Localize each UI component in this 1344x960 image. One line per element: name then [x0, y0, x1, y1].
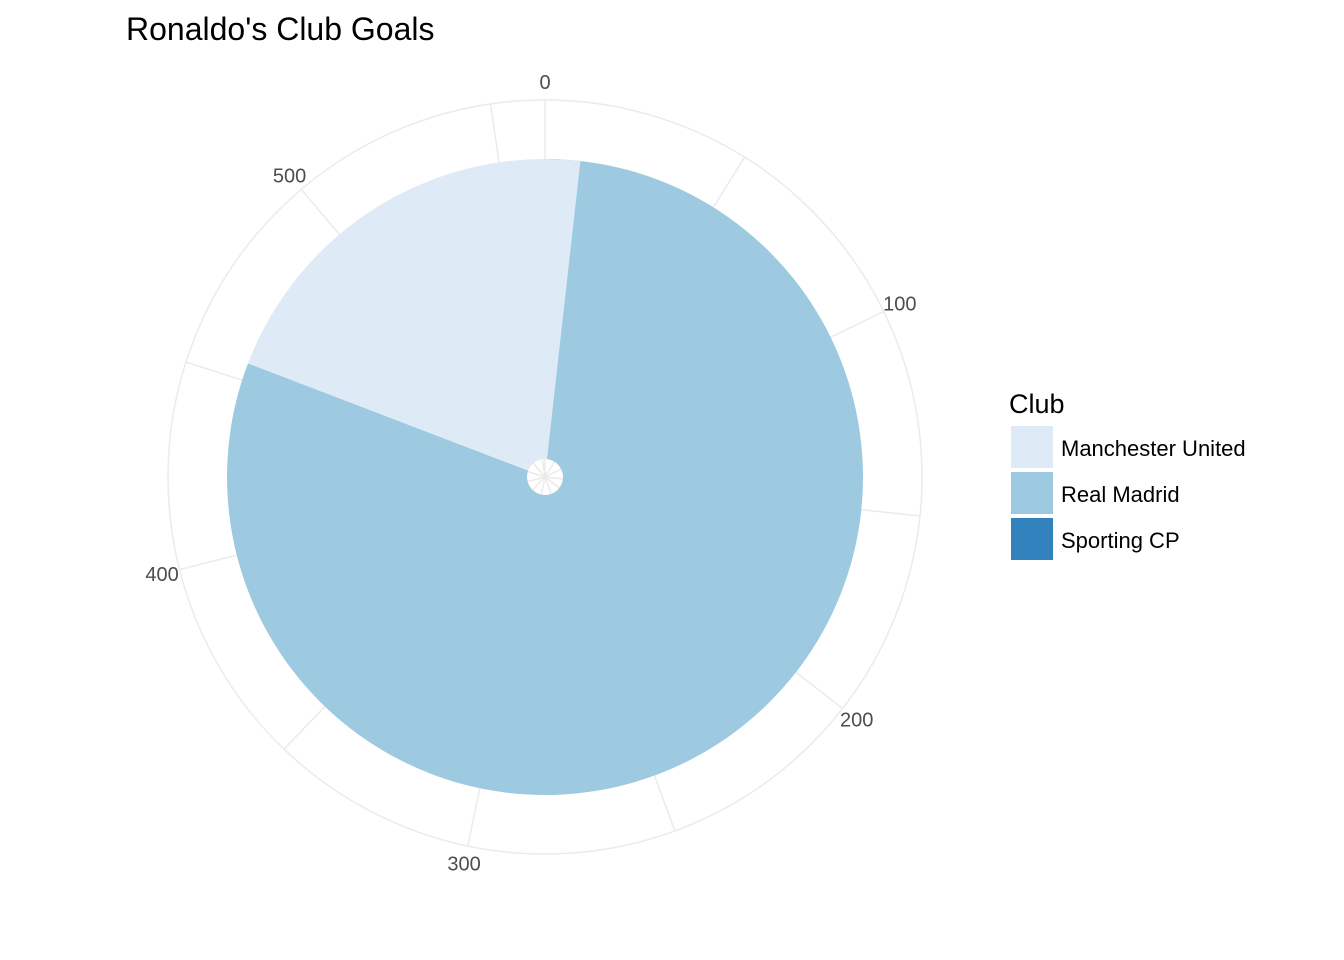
tick-label: 200 [840, 710, 873, 732]
legend-label: Sporting CP [1061, 528, 1180, 553]
tick-label: 0 [539, 72, 550, 94]
legend: Club Manchester United Real Madrid Sportin… [1009, 389, 1246, 560]
slice-real-madrid [227, 159, 863, 796]
tick-label: 300 [447, 854, 480, 876]
tick-label: 400 [145, 564, 178, 586]
tick-label: 100 [883, 293, 916, 315]
tick-label: 500 [273, 166, 306, 188]
legend-key-manchester-united [1011, 426, 1053, 468]
legend-label: Manchester United [1061, 436, 1246, 461]
slice-manchester-united [248, 159, 581, 471]
legend-key-sporting-cp [1011, 518, 1053, 560]
chart-title: Ronaldo's Club Goals [126, 11, 435, 47]
legend-label: Real Madrid [1061, 482, 1180, 507]
angle-tick-labels: 0 100 200 300 400 500 [145, 72, 916, 876]
legend-key-real-madrid [1011, 472, 1053, 514]
legend-title: Club [1009, 389, 1065, 419]
pie-slices [227, 159, 863, 796]
